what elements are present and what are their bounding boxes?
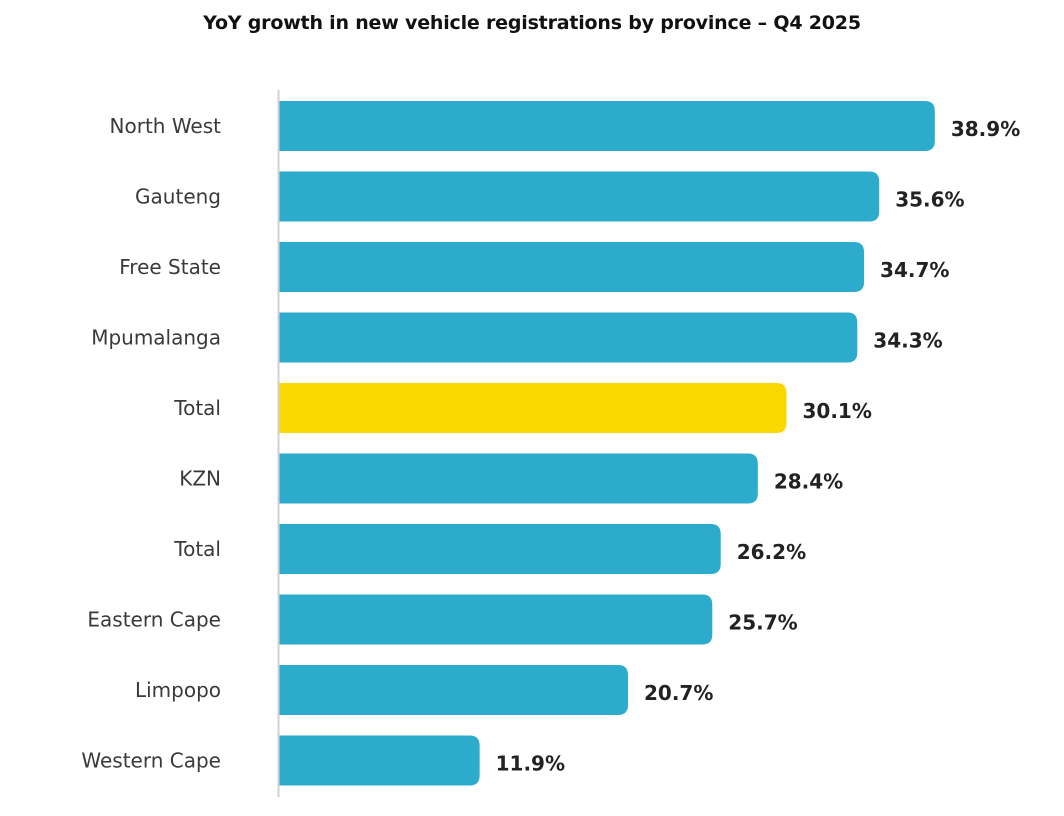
value-label: 34.3% [873,329,942,353]
bar [279,735,480,786]
bar [279,594,713,645]
category-label: Total [173,537,221,561]
value-label: 35.6% [895,188,964,212]
bar [279,665,629,715]
bar-highlight [279,383,787,433]
category-label: Eastern Cape [87,608,221,632]
category-labels: North West Gauteng Free State Mpumalanga Tot… [81,114,221,773]
value-label: 25.7% [728,611,797,635]
category-label: North West [110,114,222,138]
value-labels: 38.9% 35.6% 34.7% 34.3% 30.1% 28.4% 26.2% 25.7%… [496,117,1021,776]
bar [279,312,858,363]
category-label: Total [173,396,221,420]
value-label: 34.7% [880,258,949,282]
bar [279,171,880,222]
category-label: Western Cape [81,749,221,773]
bars-layer [279,101,935,786]
category-label: Free State [119,255,221,279]
bar [279,453,758,504]
chart-title: YoY growth in new vehicle registrations … [203,12,861,34]
value-label: 26.2% [737,540,806,564]
category-label: Limpopo [135,678,221,702]
value-label: 28.4% [774,470,843,494]
category-label: Mpumalanga [91,326,221,350]
value-label: 11.9% [496,752,565,776]
category-label: KZN [179,467,221,491]
value-label: 38.9% [951,117,1020,141]
bar [279,242,865,292]
category-label: Gauteng [135,185,221,209]
bar [279,101,935,151]
bar [279,524,721,574]
value-label: 20.7% [644,681,713,705]
value-label: 30.1% [802,399,871,423]
